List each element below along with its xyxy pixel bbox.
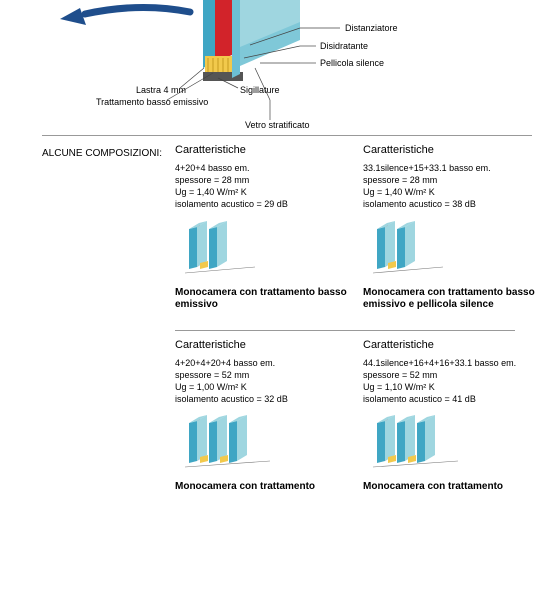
- card-heading: Caratteristiche: [175, 339, 353, 351]
- spec-line: Ug = 1,40 W/m² K: [363, 186, 541, 198]
- card-specs: 4+20+4+20+4 basso em. spessore = 52 mm U…: [175, 357, 353, 406]
- card-caption: Monocamera con trattamento basso emissiv…: [175, 287, 353, 312]
- label-tratt-basso-emissivo: Trattamento basso emissivo: [96, 97, 208, 107]
- row-1: ALCUNE COMPOSIZIONI: Caratteristiche 4+2…: [0, 136, 550, 312]
- compositions-section: ALCUNE COMPOSIZIONI: Caratteristiche 4+2…: [0, 136, 550, 494]
- card-caption: Monocamera con trattamento: [363, 481, 541, 494]
- card-caption: Monocamera con trattamento basso emissiv…: [363, 287, 541, 312]
- card-heading: Caratteristiche: [175, 144, 353, 156]
- label-pellicola-silence: Pellicola silence: [320, 58, 384, 68]
- label-vetro-stratificato: Vetro stratificato: [245, 120, 310, 130]
- spec-line: 44.1silence+16+4+16+33.1 basso em.: [363, 357, 541, 369]
- card-heading: Caratteristiche: [363, 144, 541, 156]
- spec-line: spessore = 52 mm: [363, 369, 541, 381]
- card-1: Caratteristiche 4+20+4 basso em. spessor…: [175, 144, 353, 312]
- spec-line: 4+20+4+20+4 basso em.: [175, 357, 353, 369]
- label-lastra-4mm: Lastra 4 mm: [136, 85, 186, 95]
- spec-line: isolamento acustico = 32 dB: [175, 393, 353, 405]
- spec-line: spessore = 28 mm: [175, 174, 353, 186]
- glass-icon: [373, 221, 541, 279]
- spec-line: 33.1silence+15+33.1 basso em.: [363, 162, 541, 174]
- spec-line: spessore = 28 mm: [363, 174, 541, 186]
- row-2: Caratteristiche 4+20+4+20+4 basso em. sp…: [0, 331, 550, 494]
- glass-icon: [185, 221, 353, 279]
- spec-line: spessore = 52 mm: [175, 369, 353, 381]
- spec-line: isolamento acustico = 41 dB: [363, 393, 541, 405]
- cross-section-svg: [0, 0, 550, 135]
- spec-line: Ug = 1,00 W/m² K: [175, 381, 353, 393]
- card-caption: Monocamera con trattamento: [175, 481, 353, 494]
- card-specs: 33.1silence+15+33.1 basso em. spessore =…: [363, 162, 541, 211]
- glass-icon: [373, 415, 541, 473]
- label-distanziatore: Distanziatore: [345, 23, 398, 33]
- spec-line: isolamento acustico = 38 dB: [363, 198, 541, 210]
- label-sigillature: Sigillature: [240, 85, 280, 95]
- label-disidratante: Disidratante: [320, 41, 368, 51]
- cross-section-diagram: Distanziatore Disidratante Pellicola sil…: [0, 0, 550, 135]
- card-3: Caratteristiche 4+20+4+20+4 basso em. sp…: [175, 339, 353, 494]
- card-heading: Caratteristiche: [363, 339, 541, 351]
- card-2: Caratteristiche 33.1silence+15+33.1 bass…: [363, 144, 541, 312]
- glass-icon: [185, 415, 353, 473]
- spec-line: Ug = 1,10 W/m² K: [363, 381, 541, 393]
- spec-line: isolamento acustico = 29 dB: [175, 198, 353, 210]
- spec-line: 4+20+4 basso em.: [175, 162, 353, 174]
- card-4: Caratteristiche 44.1silence+16+4+16+33.1…: [363, 339, 541, 494]
- section-label: ALCUNE COMPOSIZIONI:: [42, 148, 162, 159]
- spec-line: Ug = 1,40 W/m² K: [175, 186, 353, 198]
- card-specs: 4+20+4 basso em. spessore = 28 mm Ug = 1…: [175, 162, 353, 211]
- card-specs: 44.1silence+16+4+16+33.1 basso em. spess…: [363, 357, 541, 406]
